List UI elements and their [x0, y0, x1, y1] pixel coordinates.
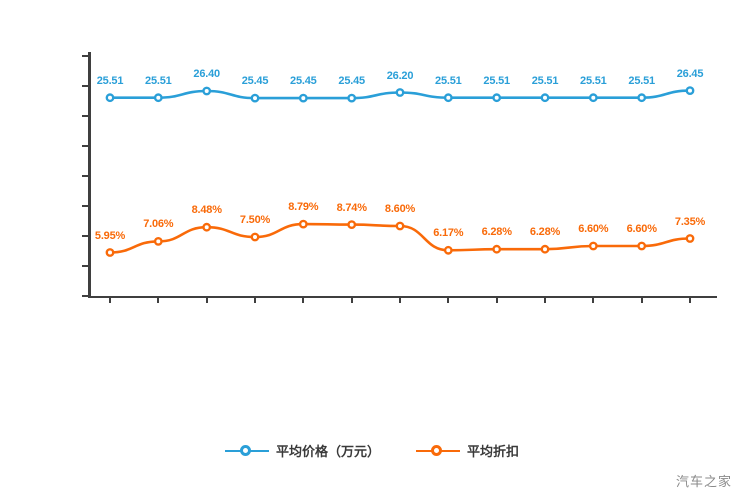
- data-point-marker[interactable]: [588, 93, 598, 103]
- data-point-marker[interactable]: [395, 221, 405, 231]
- data-label: 6.28%: [481, 226, 512, 239]
- x-axis-tick: [254, 298, 256, 303]
- watermark-autohome: 汽车之家: [675, 475, 732, 490]
- legend-item-average-discount[interactable]: 平均折扣: [416, 441, 519, 460]
- y-axis-tick: [82, 175, 88, 177]
- x-axis-tick: [302, 298, 305, 303]
- legend-label-average-price: 平均价格（万元）: [275, 444, 380, 459]
- chart-legend: 平均价格（万元） 平均折扣: [0, 441, 744, 460]
- data-point-marker[interactable]: [540, 93, 550, 103]
- legend-item-average-price[interactable]: 平均价格（万元）: [224, 441, 380, 460]
- data-label: 6.17%: [433, 227, 464, 240]
- x-axis-tick: [495, 298, 498, 303]
- data-point-marker[interactable]: [250, 93, 260, 103]
- data-label: 25.45: [338, 75, 365, 88]
- data-label: 6.60%: [578, 223, 609, 235]
- data-point-marker[interactable]: [443, 245, 453, 255]
- data-label: 25.45: [290, 75, 317, 88]
- y-axis: [88, 52, 91, 298]
- x-axis-tick: [109, 298, 111, 303]
- data-label: 6.60%: [626, 223, 657, 235]
- data-label: 25.51: [435, 74, 462, 87]
- x-axis-tick: [447, 298, 450, 303]
- data-point-marker[interactable]: [202, 86, 212, 96]
- y-axis-tick: [82, 55, 88, 57]
- data-label: 25.51: [96, 74, 124, 87]
- x-axis-tick: [350, 298, 353, 303]
- y-axis-tick: [82, 205, 88, 207]
- legend-label-average-discount: 平均折扣: [467, 444, 520, 459]
- data-point-marker[interactable]: [202, 222, 212, 232]
- y-axis-tick: [82, 115, 88, 117]
- data-label: 25.51: [531, 74, 559, 87]
- y-axis-tick: [82, 295, 88, 297]
- data-point-marker[interactable]: [250, 232, 260, 242]
- x-axis: [88, 296, 717, 298]
- data-point-marker[interactable]: [298, 219, 308, 229]
- x-axis-tick: [640, 298, 643, 303]
- data-label: 25.51: [628, 74, 655, 87]
- data-point-marker[interactable]: [153, 236, 163, 246]
- data-point-marker[interactable]: [105, 248, 115, 257]
- x-axis-tick: [399, 298, 401, 303]
- x-axis-tick: [689, 298, 691, 303]
- data-label: 25.51: [580, 74, 607, 87]
- y-axis-tick: [82, 85, 88, 87]
- data-label: 7.50%: [239, 214, 271, 226]
- y-axis-tick: [82, 265, 88, 267]
- x-axis-tick: [544, 298, 546, 303]
- x-axis-tick: [157, 298, 160, 303]
- data-label: 8.48%: [191, 204, 222, 217]
- data-label: 26.45: [676, 67, 704, 80]
- data-point-marker[interactable]: [685, 86, 695, 96]
- data-point-marker[interactable]: [105, 93, 115, 103]
- data-point-marker[interactable]: [588, 241, 598, 251]
- data-label: 25.45: [241, 75, 269, 88]
- data-point-marker[interactable]: [637, 93, 647, 103]
- data-label: 6.28%: [529, 226, 561, 239]
- y-axis-tick: [82, 235, 88, 237]
- data-point-marker[interactable]: [347, 93, 357, 103]
- data-label: 26.20: [386, 69, 414, 82]
- legend-marker-blue-icon: [224, 444, 269, 458]
- data-point-marker[interactable]: [395, 88, 405, 97]
- data-label: 8.60%: [384, 203, 416, 215]
- legend-marker-orange-icon: [416, 444, 460, 458]
- data-point-marker[interactable]: [492, 244, 502, 254]
- data-label: 7.06%: [143, 218, 174, 231]
- data-point-marker[interactable]: [492, 93, 502, 103]
- data-label: 25.51: [145, 74, 172, 87]
- data-point-marker[interactable]: [540, 244, 550, 254]
- data-point-marker[interactable]: [443, 93, 453, 103]
- data-point-marker[interactable]: [298, 93, 308, 103]
- data-label: 8.79%: [288, 201, 319, 214]
- data-label: 5.95%: [94, 229, 126, 242]
- data-label: 25.51: [483, 74, 510, 87]
- x-axis-tick: [592, 298, 595, 303]
- data-label: 26.40: [193, 68, 220, 80]
- data-point-marker[interactable]: [685, 234, 695, 243]
- data-point-marker[interactable]: [637, 241, 647, 251]
- y-axis-tick: [82, 145, 88, 147]
- data-point-marker[interactable]: [153, 93, 163, 103]
- data-label: 8.74%: [336, 201, 367, 214]
- data-label: 7.35%: [674, 215, 706, 228]
- x-axis-tick: [205, 298, 208, 303]
- data-point-marker[interactable]: [347, 220, 357, 230]
